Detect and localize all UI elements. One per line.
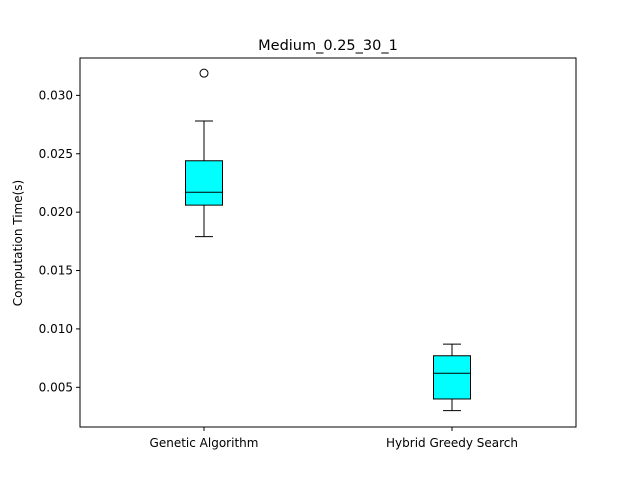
plot-frame bbox=[79, 57, 577, 428]
y-tick-label: 0.025 bbox=[39, 147, 73, 161]
y-tick-label: 0.010 bbox=[39, 322, 73, 336]
iqr-box bbox=[433, 355, 471, 400]
y-tick-label: 0.030 bbox=[39, 88, 73, 102]
y-tick-label: 0.020 bbox=[39, 205, 73, 219]
y-tick-label: 0.015 bbox=[39, 264, 73, 278]
x-axis-ticks: Genetic Algorithm Hybrid Greedy Search bbox=[150, 427, 518, 450]
iqr-box bbox=[185, 160, 223, 206]
x-tick-label: Genetic Algorithm bbox=[150, 436, 259, 450]
y-axis-label: Computation Time(s) bbox=[11, 180, 25, 306]
box-hybrid-greedy-search bbox=[433, 343, 471, 412]
boxes-group bbox=[185, 68, 471, 412]
y-axis-ticks: 0.005 0.010 0.015 0.020 0.025 0.030 bbox=[39, 88, 80, 394]
outlier-point bbox=[199, 68, 209, 78]
box-genetic-algorithm bbox=[185, 68, 223, 238]
x-tick-label: Hybrid Greedy Search bbox=[386, 436, 518, 450]
chart-title: Medium_0.25_30_1 bbox=[258, 38, 398, 54]
y-tick-label: 0.005 bbox=[39, 380, 73, 394]
